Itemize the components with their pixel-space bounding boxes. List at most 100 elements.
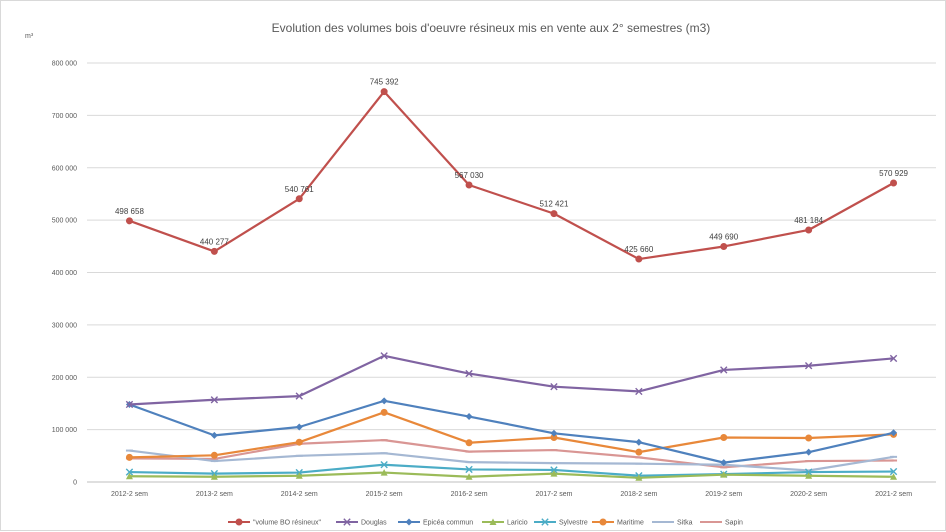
point — [380, 352, 388, 360]
legend-item: "volume BO résineux" — [228, 518, 322, 527]
y-axis: 0 100 000 200 000 300 000 400 000 500 000 600 … — [52, 61, 77, 487]
point — [890, 179, 898, 187]
series-path — [129, 463, 894, 477]
legend-item: Laricio — [482, 518, 528, 527]
point — [550, 470, 558, 477]
point — [550, 382, 558, 391]
point — [210, 451, 218, 459]
point — [295, 423, 303, 431]
data-labels: 498 658 440 277 540 761 745 392 567 030 512 4… — [115, 78, 909, 254]
data-label: 449 690 — [709, 232, 738, 241]
point — [489, 518, 497, 525]
point — [210, 473, 218, 480]
point — [125, 400, 134, 409]
legend-label: Maritime — [617, 520, 644, 527]
data-label: 570 929 — [879, 169, 908, 178]
x-tick-label: 2015-2 sem — [366, 491, 403, 498]
y-tick-label: 0 — [73, 480, 77, 487]
point — [380, 88, 388, 96]
x-tick-label: 2020-2 sem — [790, 491, 827, 498]
point — [210, 247, 218, 255]
point — [804, 362, 813, 370]
point — [720, 366, 728, 374]
point — [635, 255, 643, 263]
point — [210, 431, 218, 439]
point — [343, 518, 351, 526]
point — [635, 387, 643, 396]
point — [599, 518, 607, 526]
series-path — [129, 439, 894, 469]
data-label: 440 277 — [200, 237, 229, 246]
x-tick-label: 2012-2 sem — [111, 491, 148, 498]
point — [380, 461, 388, 469]
x-tick-label: 2013-2 sem — [196, 491, 233, 498]
legend-item: Douglas — [336, 518, 387, 527]
y-tick-label: 400 000 — [52, 270, 77, 277]
y-unit-label: m³ — [25, 33, 34, 40]
x-tick-label: 2017-2 sem — [535, 491, 572, 498]
point — [405, 518, 413, 526]
x-tick-label: 2018-2 sem — [620, 491, 657, 498]
series-line — [125, 408, 898, 461]
series-path — [129, 354, 894, 406]
series-path — [129, 411, 894, 459]
series-path — [129, 471, 894, 479]
point — [550, 429, 558, 437]
point — [635, 474, 643, 481]
x-tick-label: 2016-2 sem — [451, 491, 488, 498]
legend-label: Sitka — [677, 520, 693, 527]
legend-label: Laricio — [507, 520, 528, 527]
point — [465, 369, 473, 378]
point — [465, 473, 473, 480]
point — [125, 472, 133, 480]
series-path — [129, 399, 894, 464]
point — [720, 242, 728, 250]
series-path — [129, 449, 894, 472]
data-label: 481 184 — [794, 216, 823, 225]
data-label: 498 658 — [115, 207, 144, 216]
point — [890, 429, 898, 437]
legend-item: Sapin — [700, 520, 743, 527]
y-tick-label: 100 000 — [52, 427, 77, 434]
point — [125, 453, 133, 461]
point — [380, 397, 388, 405]
series-line — [125, 469, 898, 481]
point — [805, 448, 813, 456]
series-line — [125, 352, 898, 409]
series-line — [125, 397, 898, 467]
point — [550, 466, 558, 474]
point — [295, 438, 303, 446]
point — [889, 467, 898, 476]
gridlines — [87, 62, 936, 483]
point — [465, 413, 473, 421]
point — [125, 468, 134, 476]
y-tick-label: 600 000 — [52, 165, 77, 172]
point — [720, 433, 728, 441]
data-label: 567 030 — [455, 171, 484, 180]
series-line — [125, 449, 898, 472]
point — [380, 408, 388, 416]
point — [295, 392, 303, 400]
x-axis: 2012-2 sem 2013-2 sem 2014-2 sem 2015-2 sem… — [111, 491, 912, 498]
point — [805, 434, 813, 442]
y-tick-label: 700 000 — [52, 113, 77, 120]
point — [804, 468, 813, 476]
y-tick-label: 300 000 — [52, 322, 77, 329]
point — [720, 471, 728, 478]
legend-label: Douglas — [361, 520, 387, 527]
point — [465, 181, 473, 189]
point — [889, 354, 898, 363]
point — [720, 459, 728, 467]
legend: "volume BO résineux" Douglas Epicéa commun… — [228, 518, 743, 527]
point — [890, 473, 898, 480]
point — [635, 438, 643, 446]
legend-item: Maritime — [592, 518, 644, 527]
point — [541, 518, 549, 526]
series-line — [125, 88, 898, 263]
point — [295, 472, 303, 479]
legend-label: Sapin — [725, 520, 743, 527]
series-line — [125, 461, 898, 480]
x-tick-label: 2014-2 sem — [281, 491, 318, 498]
